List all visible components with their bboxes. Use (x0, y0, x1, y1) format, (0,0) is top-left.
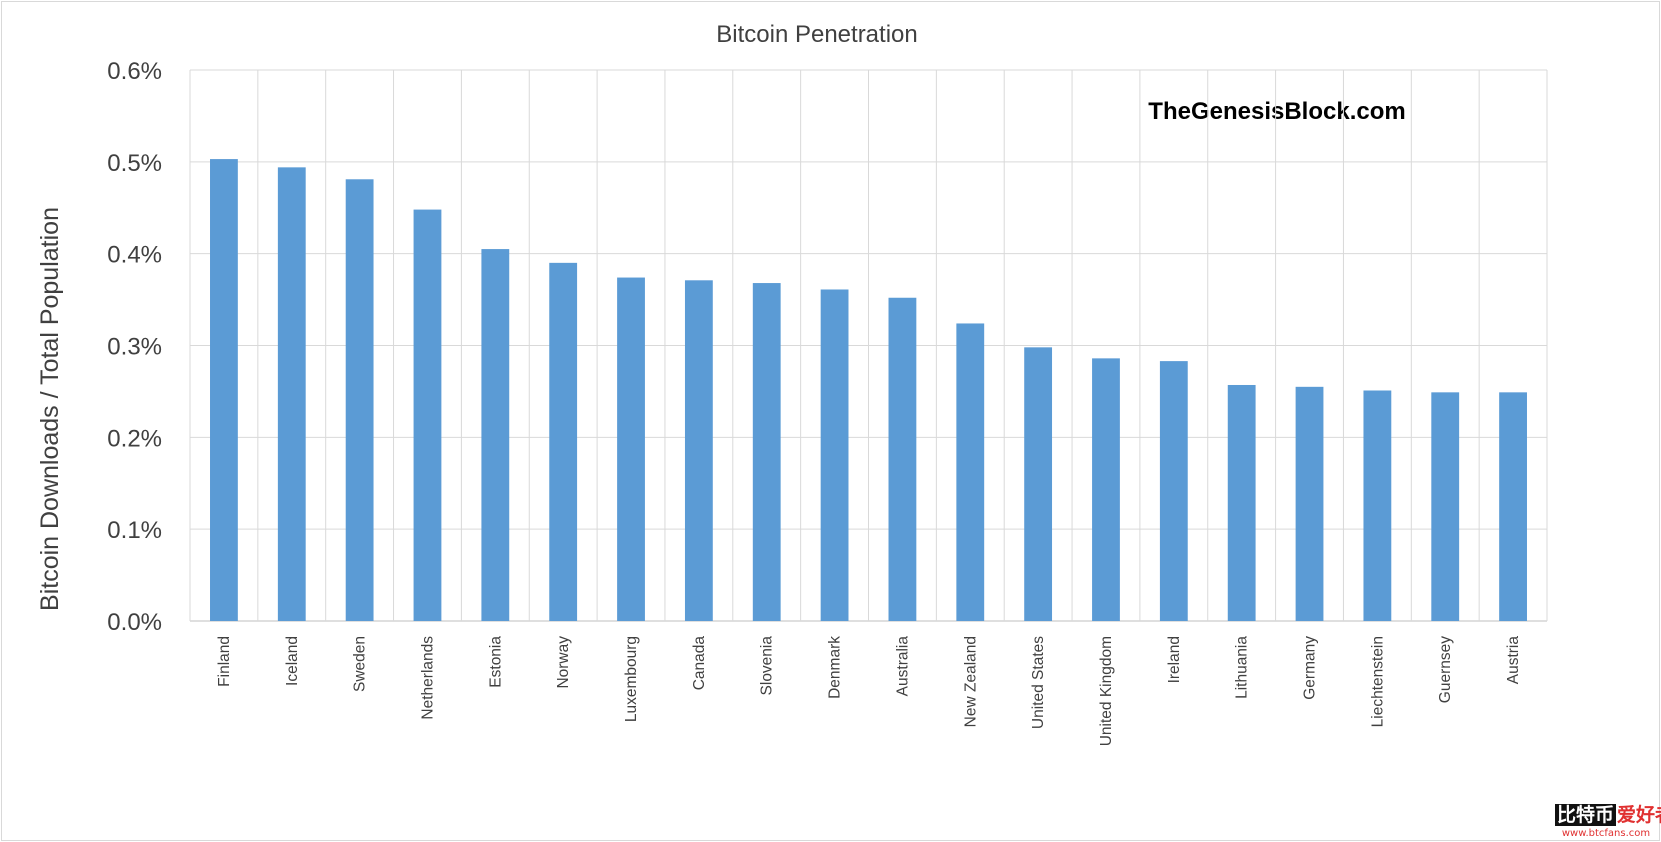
annotation-text: TheGenesisBlock.com (1148, 98, 1405, 125)
x-tick-label: Lithuania (1234, 636, 1251, 699)
bar (481, 249, 510, 621)
x-tick-label: Luxembourg (623, 636, 640, 722)
x-tick-label: Canada (691, 636, 708, 691)
x-tick-label: Germany (1302, 636, 1319, 700)
x-tick-label: Iceland (284, 636, 301, 686)
x-tick-label: Liechtenstein (1369, 636, 1386, 727)
x-tick-label: Norway (555, 636, 572, 689)
bar (1363, 390, 1392, 621)
y-tick-label: 0.0% (107, 609, 162, 636)
watermark-text-red: 爱好者 (1617, 804, 1661, 826)
x-tick-label: Austria (1505, 636, 1522, 685)
y-tick-label: 0.6% (107, 58, 162, 85)
x-tick-label: Slovenia (759, 636, 776, 696)
x-tick-label: New Zealand (962, 636, 979, 727)
x-tick-label: Sweden (352, 636, 369, 692)
bar (1295, 386, 1324, 621)
y-tick-label: 0.2% (107, 425, 162, 452)
y-axis-label: Bitcoin Downloads / Total Population (36, 207, 64, 611)
bars (210, 159, 1527, 622)
bar (956, 323, 985, 621)
bar (413, 209, 442, 621)
bar (888, 297, 917, 621)
x-tick-label: Ireland (1166, 636, 1183, 683)
gridlines (189, 69, 1548, 622)
y-tick-label: 0.1% (107, 517, 162, 544)
x-tick-label: United Kingdom (1098, 636, 1115, 746)
y-tick-label: 0.3% (107, 334, 162, 361)
x-axis-ticks: Finland Iceland Sweden Netherlands Estonia No… (216, 636, 1522, 747)
bar (820, 289, 849, 621)
bar (752, 283, 781, 621)
x-tick-label: Australia (894, 636, 911, 697)
bar (1227, 384, 1256, 621)
y-tick-label: 0.5% (107, 150, 162, 177)
bar (1159, 361, 1188, 621)
bar (210, 159, 238, 621)
x-tick-label: United States (1030, 636, 1047, 729)
bar (1499, 392, 1527, 621)
bar (617, 277, 645, 621)
chart-title: Bitcoin Penetration (716, 21, 917, 48)
bar (1024, 347, 1053, 621)
bar (684, 280, 713, 621)
x-tick-label: Denmark (827, 636, 844, 699)
x-tick-label: Estonia (487, 636, 504, 688)
x-tick-label: Netherlands (419, 636, 436, 720)
bar (1092, 358, 1120, 621)
watermark-url: www.btcfans.com (1561, 828, 1651, 839)
bar (549, 262, 578, 621)
bar (277, 167, 306, 622)
x-tick-label: Finland (216, 636, 233, 687)
y-axis-ticks: 0.0% 0.1% 0.2% 0.3% 0.4% 0.5% 0.6% (107, 58, 162, 636)
bar (1431, 392, 1460, 621)
x-tick-label: Guernsey (1437, 636, 1454, 703)
watermark-text-dark: 比特币 (1555, 804, 1617, 826)
bar (345, 179, 374, 621)
watermark-logo: 比特币爱好者 www.btcfans.com (1555, 803, 1661, 840)
y-tick-label: 0.4% (107, 242, 162, 269)
